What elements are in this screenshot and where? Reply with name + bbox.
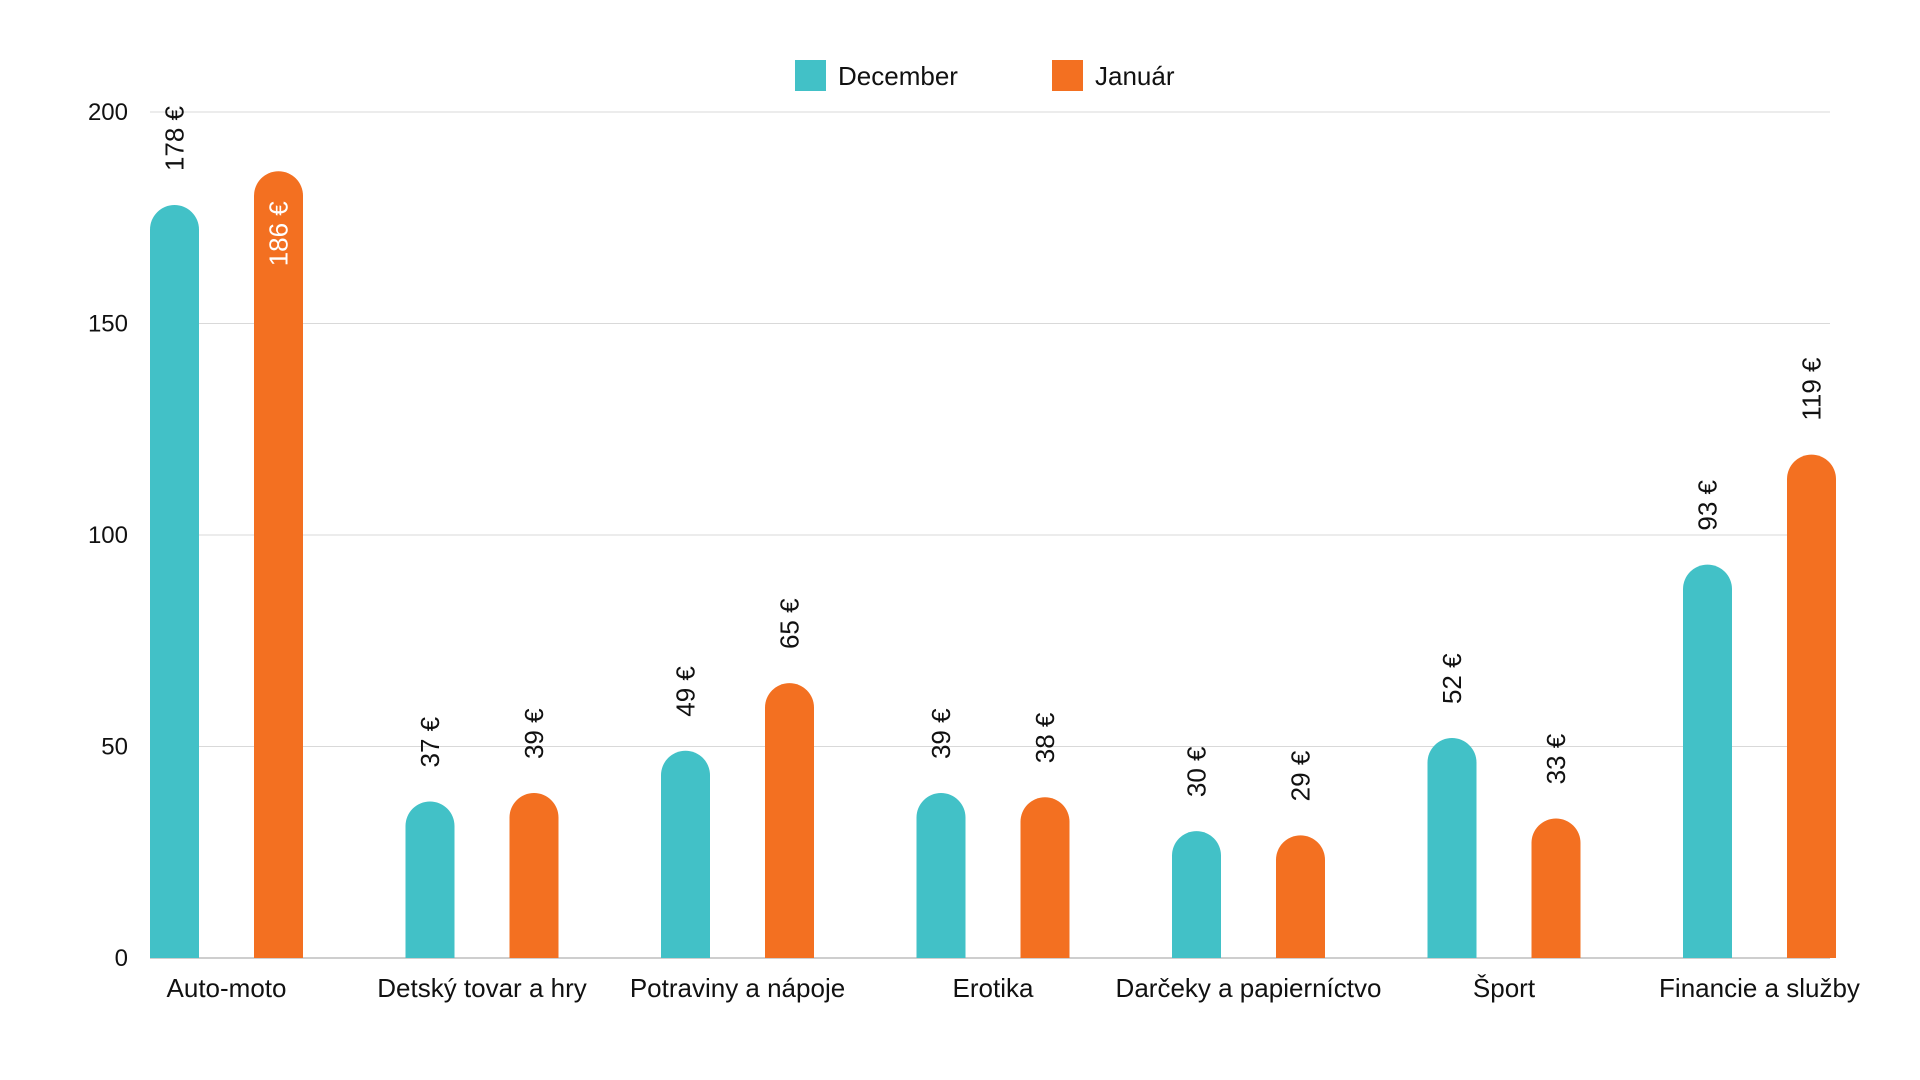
legend-item: December xyxy=(795,60,958,91)
y-tick-label: 150 xyxy=(88,311,128,338)
bar-janu-r-3 xyxy=(765,683,814,958)
data-label: 30 € xyxy=(1182,746,1212,797)
x-category-label: Šport xyxy=(1473,973,1536,1003)
data-label: 39 € xyxy=(926,708,956,759)
legend-label: December xyxy=(838,61,958,91)
x-category-label: Potraviny a nápoje xyxy=(630,973,845,1003)
bar-december-1 xyxy=(150,205,199,958)
legend-swatch xyxy=(795,60,826,91)
x-category-label: Financie a služby xyxy=(1659,973,1860,1003)
data-label: 49 € xyxy=(671,666,701,717)
bar-janu-r-2 xyxy=(509,793,559,958)
bars xyxy=(150,171,1836,959)
legend-label: Január xyxy=(1095,61,1175,91)
y-tick-label: 0 xyxy=(115,945,128,972)
bar-janu-r-4 xyxy=(1020,797,1070,958)
legend: December Január xyxy=(795,60,1175,91)
data-label: 33 € xyxy=(1541,733,1571,784)
data-label: 52 € xyxy=(1437,653,1467,704)
y-tick-label: 100 xyxy=(88,522,128,549)
data-label: 65 € xyxy=(775,598,805,649)
x-category-label: Auto-moto xyxy=(167,973,287,1003)
data-labels: 178 € 37 € 49 € 39 € 30 € 52 € 93 € 186 € 39 € 65… xyxy=(160,105,1827,801)
bar-december-4 xyxy=(916,793,966,958)
legend-item: Január xyxy=(1052,60,1175,91)
x-category-label: Darčeky a papierníctvo xyxy=(1116,973,1382,1003)
bar-janu-r-7 xyxy=(1787,454,1836,958)
bar-janu-r-5 xyxy=(1276,835,1325,958)
x-category-label: Erotika xyxy=(953,973,1034,1003)
bar-janu-r-1 xyxy=(254,171,303,959)
bar-december-6 xyxy=(1427,738,1477,958)
data-label: 119 € xyxy=(1797,357,1827,421)
data-label: 93 € xyxy=(1693,479,1723,530)
data-label: 38 € xyxy=(1030,712,1060,763)
y-axis: 0 50 100 150 200 xyxy=(88,99,128,972)
data-label: 186 € xyxy=(264,201,294,267)
x-axis: Auto-moto Detský tovar a hry Potraviny a n… xyxy=(167,973,1860,1003)
bar-december-7 xyxy=(1683,564,1732,958)
x-category-label: Detský tovar a hry xyxy=(377,973,587,1003)
gridlines xyxy=(150,111,1830,959)
data-label: 178 € xyxy=(160,105,190,171)
y-tick-label: 50 xyxy=(101,734,128,761)
bar-janu-r-6 xyxy=(1531,818,1581,958)
data-label: 39 € xyxy=(519,708,549,759)
data-label: 37 € xyxy=(415,716,445,767)
bar-december-2 xyxy=(405,801,455,958)
legend-swatch xyxy=(1052,60,1083,91)
bar-december-3 xyxy=(661,750,710,958)
bar-december-5 xyxy=(1172,831,1221,958)
data-label: 29 € xyxy=(1286,750,1316,801)
y-tick-label: 200 xyxy=(88,99,128,126)
